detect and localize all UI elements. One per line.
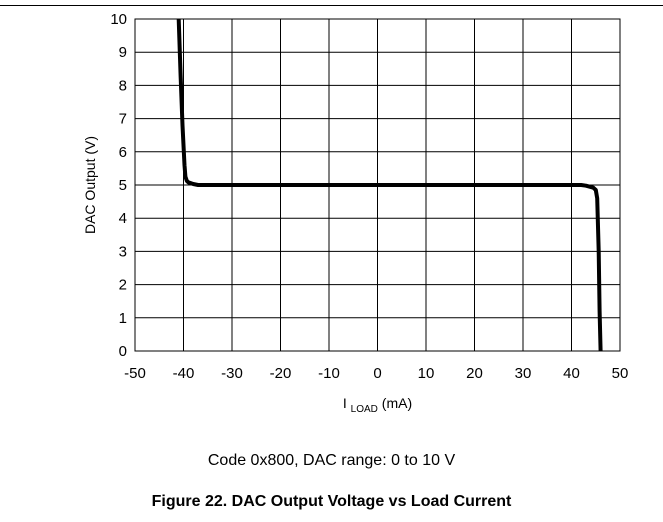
x-axis-label-main: I xyxy=(343,395,347,411)
y-tick-label: 10 xyxy=(110,11,127,28)
figure-title: Figure 22. DAC Output Voltage vs Load Cu… xyxy=(151,493,512,510)
top-rule xyxy=(0,5,663,6)
y-tick-labels: 0 1 2 3 4 5 6 7 8 9 10 xyxy=(110,11,127,360)
y-tick-label: 1 xyxy=(119,310,127,327)
y-tick-label: 5 xyxy=(119,177,127,194)
x-tick-label: 40 xyxy=(563,365,580,382)
x-tick-label: -40 xyxy=(173,365,195,382)
x-axis-label-sub: LOAD xyxy=(351,404,378,415)
y-tick-label: 2 xyxy=(119,277,127,294)
y-tick-label: 7 xyxy=(119,111,127,128)
x-tick-labels: -50 -40 -30 -20 -10 0 10 20 30 40 50 xyxy=(124,365,628,382)
y-tick-label: 3 xyxy=(119,243,127,260)
y-axis-label: DAC Output (V) xyxy=(82,136,98,234)
x-axis-label-unit: (mA) xyxy=(382,395,412,411)
x-tick-label: -20 xyxy=(270,365,292,382)
x-tick-label: -10 xyxy=(318,365,340,382)
y-tick-label: 9 xyxy=(119,44,127,61)
x-tick-label: -50 xyxy=(124,365,146,382)
x-tick-label: 30 xyxy=(515,365,532,382)
y-tick-label: 8 xyxy=(119,77,127,94)
chart-subtitle: Code 0x800, DAC range: 0 to 10 V xyxy=(207,452,456,469)
x-tick-label: 0 xyxy=(373,365,381,382)
series-group xyxy=(176,18,603,352)
y-tick-label: 4 xyxy=(119,210,127,227)
x-tick-label: -30 xyxy=(221,365,243,382)
x-tick-label: 50 xyxy=(612,365,629,382)
series-line xyxy=(176,18,603,352)
y-tick-label: 0 xyxy=(119,343,127,360)
x-tick-label: 10 xyxy=(418,365,435,382)
load-current-chart: -50 -40 -30 -20 -10 0 10 20 30 40 50 012345678910 … xyxy=(82,11,628,415)
x-tick-label: 20 xyxy=(466,365,483,382)
x-axis-label: I LOAD (mA) xyxy=(343,395,412,415)
plot-frame xyxy=(134,18,621,352)
y-tick-label: 6 xyxy=(119,144,127,161)
